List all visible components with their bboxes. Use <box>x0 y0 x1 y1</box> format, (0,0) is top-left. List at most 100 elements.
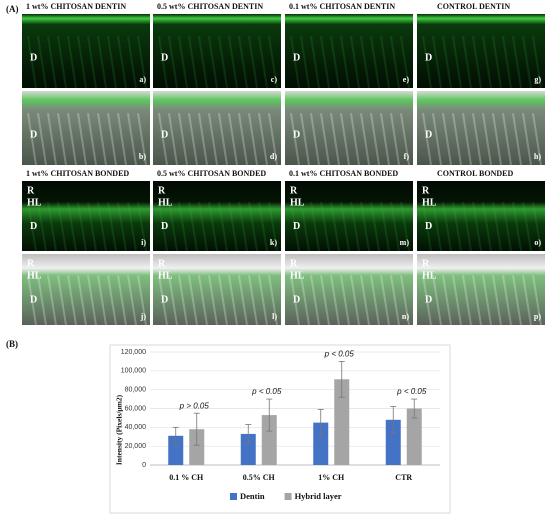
panel-label: (B) <box>6 339 18 349</box>
texture <box>127 36 137 89</box>
texture <box>310 275 320 326</box>
micrograph <box>22 14 150 88</box>
texture <box>168 201 178 252</box>
texture <box>198 113 208 166</box>
texture <box>432 36 442 89</box>
region-label: D <box>161 221 168 232</box>
texture <box>57 275 67 326</box>
image-tag: o) <box>534 238 541 247</box>
texture <box>360 36 370 89</box>
texture <box>350 36 360 89</box>
texture <box>127 113 137 166</box>
texture <box>370 36 380 89</box>
image-tag: l) <box>272 312 277 321</box>
micrograph <box>153 91 281 165</box>
region-label: D <box>293 53 300 64</box>
texture <box>340 113 350 166</box>
region-label: HL <box>158 197 173 208</box>
texture <box>472 113 482 166</box>
texture <box>57 113 67 166</box>
texture <box>47 201 57 252</box>
micrograph <box>285 181 413 251</box>
micrograph <box>22 91 150 165</box>
texture <box>522 201 532 252</box>
image-tag: f) <box>404 152 410 161</box>
texture <box>208 275 218 326</box>
image-title: 0.1 wt% CHITOSAN DENTIN <box>289 2 395 11</box>
texture <box>47 275 57 326</box>
texture <box>238 275 248 326</box>
texture <box>238 113 248 166</box>
texture <box>350 201 360 252</box>
texture <box>452 201 462 252</box>
texture <box>320 201 330 252</box>
texture <box>117 36 127 89</box>
y-tick-label: 60,000 <box>125 405 147 412</box>
region-label: R <box>27 258 35 269</box>
texture <box>77 275 87 326</box>
image-tag: h) <box>534 152 541 161</box>
image-tag: m) <box>400 238 410 247</box>
region-label: D <box>293 130 300 141</box>
y-tick-label: 120,000 <box>121 349 146 356</box>
texture <box>512 201 522 252</box>
region-label: D <box>161 53 168 64</box>
texture <box>77 113 87 166</box>
texture <box>268 36 278 89</box>
texture <box>432 113 442 166</box>
texture <box>87 36 97 89</box>
texture <box>87 201 97 252</box>
texture <box>452 113 462 166</box>
texture <box>390 113 400 166</box>
texture <box>522 113 532 166</box>
texture <box>37 275 47 326</box>
texture <box>107 201 117 252</box>
micrograph <box>417 91 545 165</box>
texture <box>198 36 208 89</box>
texture <box>268 201 278 252</box>
micrograph <box>417 254 545 325</box>
bar <box>261 415 277 465</box>
region-label: HL <box>290 197 305 208</box>
texture <box>158 113 168 166</box>
region-label: D <box>161 130 168 141</box>
texture <box>117 113 127 166</box>
texture <box>422 275 432 326</box>
annotation: p < 0.05 <box>251 387 282 396</box>
texture <box>37 113 47 166</box>
texture <box>107 275 117 326</box>
image-tag: b) <box>139 152 146 161</box>
panel-label: (A) <box>6 4 19 14</box>
texture <box>37 201 47 252</box>
region-label: HL <box>422 270 437 281</box>
texture <box>27 201 37 252</box>
texture <box>492 113 502 166</box>
texture <box>67 36 77 89</box>
region-label: R <box>27 185 35 196</box>
texture <box>188 113 198 166</box>
image-title: 0.5 wt% CHITOSAN BONDED <box>157 169 266 178</box>
texture <box>158 275 168 326</box>
texture <box>330 113 340 166</box>
texture <box>268 275 278 326</box>
micrograph <box>285 254 413 325</box>
texture <box>482 201 492 252</box>
texture <box>117 201 127 252</box>
texture <box>522 275 532 326</box>
image-title: CONTROL BONDED <box>437 169 513 178</box>
texture <box>168 113 178 166</box>
texture <box>258 36 268 89</box>
y-tick-label: 0 <box>142 462 146 469</box>
texture <box>482 113 492 166</box>
texture <box>462 201 472 252</box>
image-tag: e) <box>403 75 410 84</box>
texture <box>370 201 380 252</box>
annotation: p < 0.05 <box>324 350 355 359</box>
texture <box>350 113 360 166</box>
texture <box>208 113 218 166</box>
image-title: 1 wt% CHITOSAN BONDED <box>26 169 129 178</box>
micrograph <box>285 91 413 165</box>
region-label: HL <box>27 197 42 208</box>
texture <box>310 201 320 252</box>
